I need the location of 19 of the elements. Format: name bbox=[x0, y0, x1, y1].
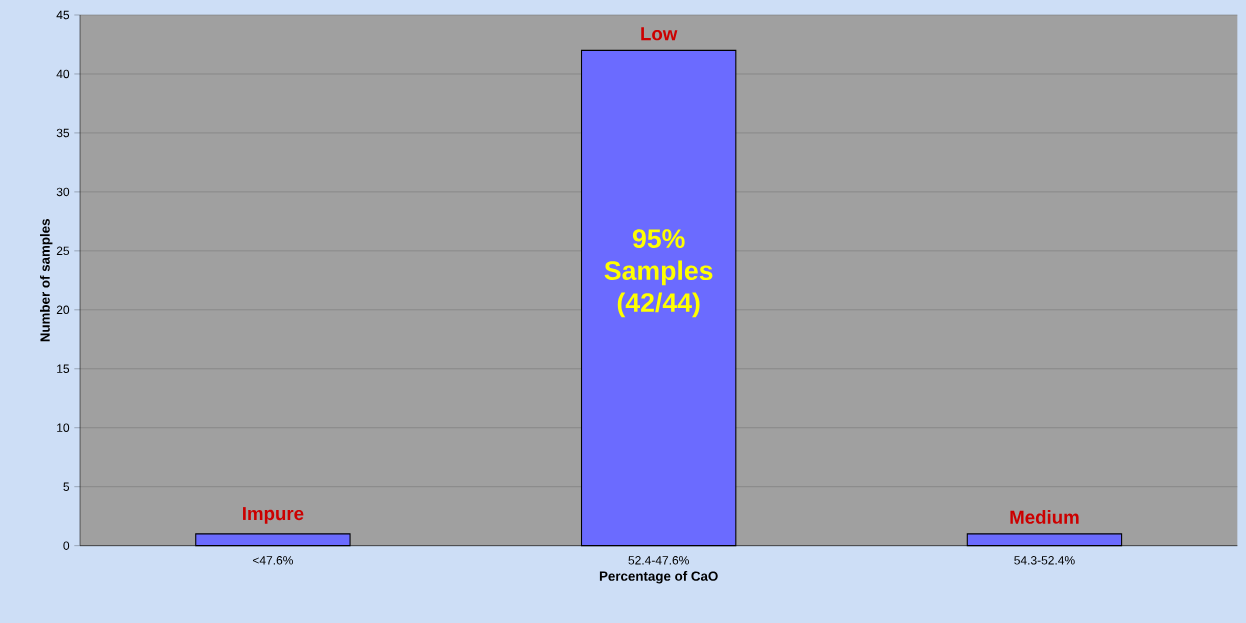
y-tick-label: 35 bbox=[56, 128, 70, 138]
x-tick-label: <47.6% bbox=[252, 556, 293, 565]
annotation: Impure bbox=[243, 507, 304, 524]
x-tick-label: 52.4-47.6% bbox=[628, 556, 689, 565]
annotation: Medium bbox=[1010, 510, 1079, 524]
y-tick-label: 25 bbox=[56, 246, 70, 256]
y-axis-title: Number of samples bbox=[40, 219, 53, 342]
x-tick-label: 54.3-52.4% bbox=[1014, 556, 1075, 565]
y-tick-label: 0 bbox=[63, 541, 70, 550]
annotation: 95% Samples (42/44) bbox=[604, 229, 713, 318]
y-tick-label: 5 bbox=[63, 482, 70, 491]
y-tick-label: 20 bbox=[56, 305, 70, 315]
y-tick-label: 40 bbox=[56, 69, 70, 79]
y-tick-label: 30 bbox=[56, 187, 70, 197]
y-tick-label: 15 bbox=[57, 364, 70, 373]
annotation: Low bbox=[641, 27, 678, 41]
y-tick-label: 45 bbox=[56, 10, 70, 20]
x-axis-title: Percentage of CaO bbox=[599, 571, 718, 584]
y-tick-label: 10 bbox=[57, 423, 70, 432]
